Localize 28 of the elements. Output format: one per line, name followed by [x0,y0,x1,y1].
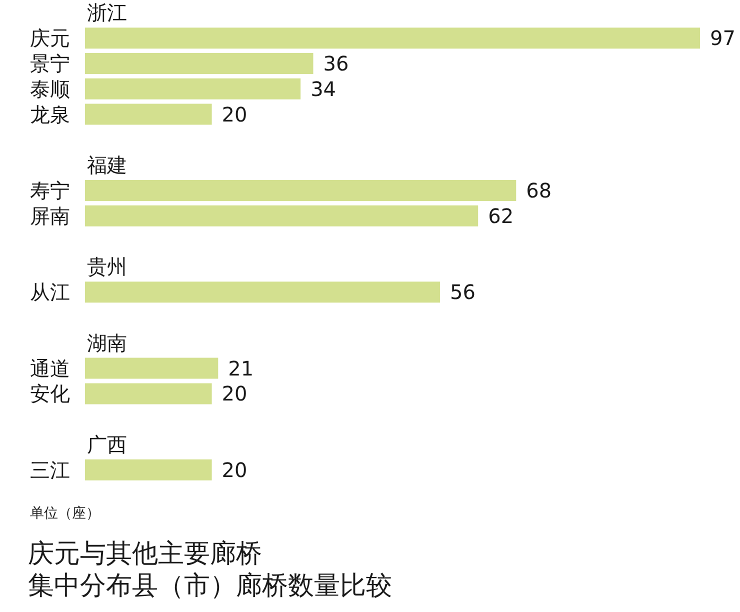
data-label: 56 [450,280,476,304]
y-tick-label: 通道 [30,356,70,380]
data-label: 68 [526,178,552,202]
y-tick-label: 安化 [30,382,70,406]
y-tick-label: 三江 [30,458,70,482]
y-tick-label: 寿宁 [30,178,70,202]
y-tick-label: 浙江 [87,0,127,25]
y-tick-label: 湖南 [87,330,127,355]
y-tick-label: 泰顺 [30,76,70,101]
text: 集中分布县（市）廊桥数量比较 [28,571,392,601]
data-label: 20 [222,382,248,406]
y-tick-label: 屏南 [30,204,70,228]
y-tick-label: 贵州 [87,254,127,279]
y-tick-label: 从江 [30,280,70,304]
y-tick-label: 景宁 [30,52,70,76]
y-tick-label: 庆元 [30,26,70,50]
y-tick-label: 龙泉 [30,102,70,126]
y-tick-label: 广西 [87,432,127,456]
data-label: 36 [323,52,349,76]
text: 单位（座） [30,506,100,522]
data-label: 21 [228,356,254,380]
data-label: 34 [310,76,336,101]
data-label: 97 [710,26,736,50]
data-label: 20 [222,102,248,126]
data-label: 20 [222,458,248,482]
data-label: 62 [488,204,514,228]
y-tick-label: 福建 [87,153,127,178]
text: 庆元与其他主要廊桥 [28,539,262,569]
